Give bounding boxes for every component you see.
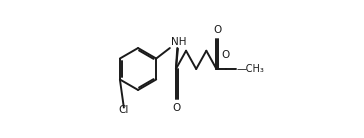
Text: Cl: Cl xyxy=(118,105,129,115)
Text: O: O xyxy=(222,51,230,60)
Text: NH: NH xyxy=(171,37,187,47)
Text: —CH₃: —CH₃ xyxy=(237,64,265,74)
Text: O: O xyxy=(213,25,221,35)
Text: O: O xyxy=(173,103,181,113)
